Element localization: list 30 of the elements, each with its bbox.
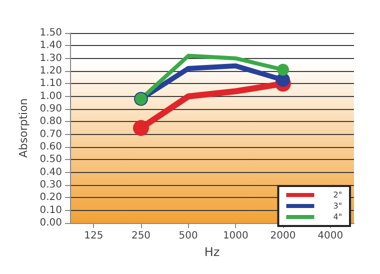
y-tick-label: 0.40	[40, 166, 62, 178]
x-tick-label: 1000	[222, 230, 248, 242]
y-tick-label: 1.50	[40, 28, 62, 38]
y-tick-label: 0.60	[40, 142, 62, 152]
y-tick-label: 1.00	[40, 90, 62, 102]
y-tick-label: 1.10	[40, 78, 62, 90]
point	[133, 120, 149, 136]
legend-label: 4"	[333, 212, 342, 222]
point	[276, 72, 290, 87]
x-tick-label: 4000	[318, 230, 344, 242]
y-tick-label: 0.00	[40, 218, 62, 228]
y-tick-label: 0.90	[40, 104, 62, 114]
x-tick-label: 500	[178, 230, 198, 242]
legend-label: 3"	[333, 202, 342, 210]
y-tick-label: 0.10	[40, 204, 62, 216]
y-axis-title: Absorption	[16, 98, 30, 158]
x-tick-label: 250	[131, 230, 151, 242]
y-tick-label: 0.30	[40, 180, 62, 190]
x-tick-label: 125	[84, 230, 104, 242]
x-tick-label: 2000	[270, 230, 296, 242]
point	[277, 64, 289, 76]
y-tick-label: 0.80	[40, 116, 62, 128]
y-tick-label: 1.30	[40, 52, 62, 64]
y-tick-label: 0.20	[40, 192, 62, 204]
x-axis-title: Hz	[204, 244, 220, 259]
y-tick-label: 1.40	[40, 40, 62, 52]
y-tick-label: 0.50	[40, 154, 62, 166]
y-tick-label: 0.70	[40, 128, 62, 140]
legend-label: 2"	[333, 190, 342, 200]
y-tick-label: 1.20	[40, 66, 62, 76]
